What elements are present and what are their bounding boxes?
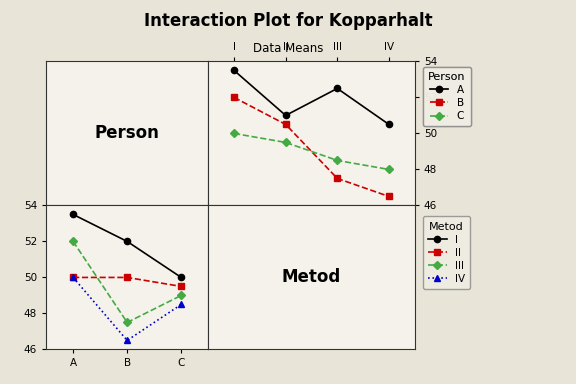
Text: Data Means: Data Means: [253, 42, 323, 55]
Text: Person: Person: [94, 124, 160, 142]
Text: Metod: Metod: [282, 268, 341, 286]
Text: Interaction Plot for Kopparhalt: Interaction Plot for Kopparhalt: [143, 12, 433, 30]
Legend: I, II, III, IV: I, II, III, IV: [423, 217, 471, 289]
Legend: A, B, C: A, B, C: [423, 67, 471, 126]
